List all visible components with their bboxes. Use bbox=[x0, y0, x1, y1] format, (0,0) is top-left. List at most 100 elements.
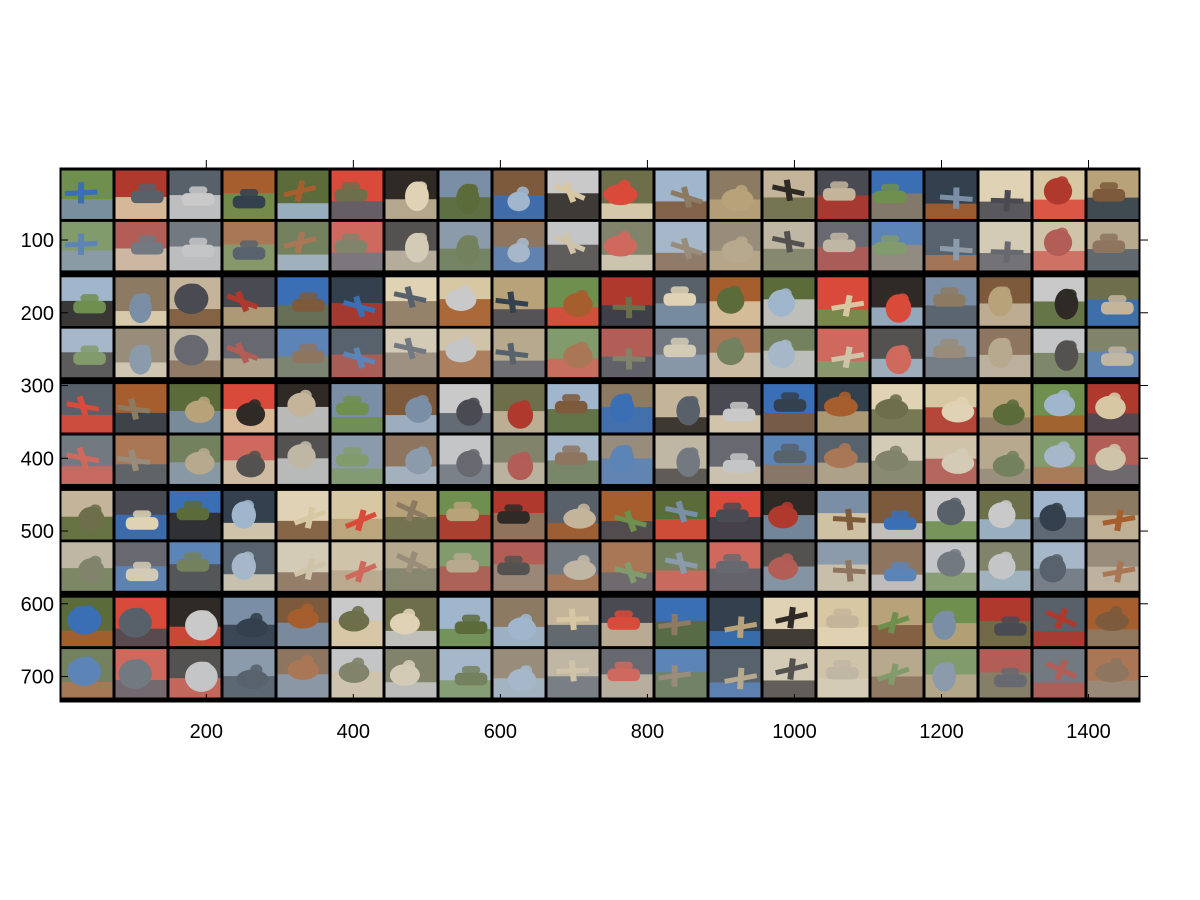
subject-shape bbox=[138, 183, 157, 192]
reconstruction-tile-car bbox=[439, 542, 491, 591]
reconstruction-tile-airplane bbox=[547, 221, 599, 271]
subject-shape bbox=[955, 396, 969, 408]
tile-ground bbox=[331, 417, 383, 433]
subject-shape bbox=[823, 396, 858, 417]
reconstruction-tile-car bbox=[115, 221, 167, 271]
tile-ground bbox=[763, 413, 815, 433]
original-tile-airplane bbox=[547, 597, 599, 647]
tile-ground bbox=[1033, 631, 1085, 647]
subject-shape bbox=[518, 400, 531, 411]
original-tile-airplane bbox=[331, 277, 383, 326]
subject-shape bbox=[880, 183, 900, 192]
subject-shape bbox=[287, 608, 319, 629]
reconstruction-tile-car bbox=[979, 649, 1031, 698]
subject-shape bbox=[773, 399, 807, 412]
subject-shape bbox=[875, 398, 909, 420]
subject-shape bbox=[341, 182, 360, 190]
subject-shape bbox=[343, 395, 362, 404]
subject-shape bbox=[404, 286, 416, 309]
tile-ground bbox=[547, 624, 599, 647]
subject-shape bbox=[78, 182, 85, 204]
subject-shape bbox=[519, 613, 533, 625]
subject-shape bbox=[241, 551, 255, 563]
blur-overlay bbox=[763, 435, 815, 484]
reconstruction-tile-cat bbox=[601, 221, 653, 271]
subject-shape bbox=[1099, 182, 1119, 190]
subject-shape bbox=[125, 517, 159, 530]
subject-shape bbox=[128, 398, 140, 421]
original-tile-airplane bbox=[871, 597, 923, 647]
tile-ground bbox=[1087, 680, 1139, 698]
tile-ground bbox=[925, 254, 977, 271]
subject-shape bbox=[953, 187, 960, 209]
blur-overlay bbox=[439, 221, 491, 271]
subject-shape bbox=[497, 511, 530, 524]
reconstruction-tile-car bbox=[817, 649, 869, 698]
blur-overlay bbox=[655, 221, 707, 271]
subject-shape bbox=[686, 395, 699, 407]
blur-overlay bbox=[979, 542, 1031, 591]
subject-shape bbox=[294, 180, 306, 203]
blur-overlay bbox=[979, 221, 1031, 271]
subject-shape bbox=[614, 610, 633, 619]
reconstruction-tile-airplane bbox=[601, 542, 653, 591]
subject-shape bbox=[625, 348, 633, 370]
original-tile-cat bbox=[1087, 597, 1139, 647]
subject-shape bbox=[299, 389, 312, 401]
subject-shape bbox=[838, 442, 852, 454]
tile-ground bbox=[763, 248, 815, 271]
blur-overlay bbox=[439, 649, 491, 698]
original-tile-dog bbox=[709, 277, 761, 326]
blur-overlay bbox=[871, 542, 923, 591]
subject-shape bbox=[132, 510, 152, 519]
reconstruction-tile-dog bbox=[61, 542, 113, 591]
subject-shape bbox=[465, 183, 479, 195]
subject-shape bbox=[197, 396, 210, 408]
image-mosaic bbox=[60, 168, 1140, 702]
blur-overlay bbox=[763, 542, 815, 591]
blur-overlay bbox=[547, 649, 599, 698]
subject-shape bbox=[1001, 616, 1020, 625]
blur-overlay bbox=[61, 435, 113, 484]
original-tile-dog bbox=[547, 490, 599, 540]
blur-overlay bbox=[439, 328, 491, 378]
original-tile-car bbox=[493, 490, 545, 540]
reconstruction-tile-dog bbox=[979, 542, 1031, 591]
original-tile-car bbox=[709, 490, 761, 540]
original-tile-airplane bbox=[1087, 490, 1139, 540]
subject-shape bbox=[414, 181, 428, 192]
subject-shape bbox=[577, 503, 590, 515]
subject-shape bbox=[737, 667, 745, 690]
subject-shape bbox=[822, 188, 856, 201]
reconstruction-tile-airplane bbox=[979, 221, 1031, 271]
subject-shape bbox=[232, 247, 266, 260]
original-tile-car bbox=[439, 490, 491, 540]
reconstruction-tile-dog bbox=[817, 435, 869, 484]
subject-shape bbox=[454, 621, 488, 634]
tile-ground bbox=[817, 678, 869, 698]
subject-shape bbox=[294, 231, 306, 254]
subject-shape bbox=[723, 554, 742, 562]
tile-ground bbox=[277, 203, 329, 219]
subject-shape bbox=[603, 184, 638, 206]
subject-shape bbox=[671, 613, 678, 636]
tile-ground bbox=[1087, 413, 1139, 433]
reconstruction-tile-dog bbox=[655, 435, 707, 484]
subject-shape bbox=[780, 443, 800, 452]
reconstruction-tile-car bbox=[817, 221, 869, 271]
blur-overlay bbox=[871, 435, 923, 484]
subject-shape bbox=[1095, 662, 1129, 683]
blur-overlay bbox=[385, 221, 437, 271]
tile-ground bbox=[709, 568, 761, 591]
subject-shape bbox=[299, 292, 318, 301]
original-tile-car bbox=[655, 277, 707, 326]
blur-overlay bbox=[169, 221, 221, 271]
tile-ground bbox=[115, 412, 167, 433]
subject-shape bbox=[830, 181, 849, 190]
subject-shape bbox=[338, 661, 370, 683]
blur-overlay bbox=[493, 221, 545, 271]
original-tile-airplane bbox=[277, 490, 329, 540]
subject-shape bbox=[1092, 189, 1126, 202]
original-tile-dog bbox=[223, 384, 275, 433]
original-tile-cat bbox=[169, 384, 221, 433]
